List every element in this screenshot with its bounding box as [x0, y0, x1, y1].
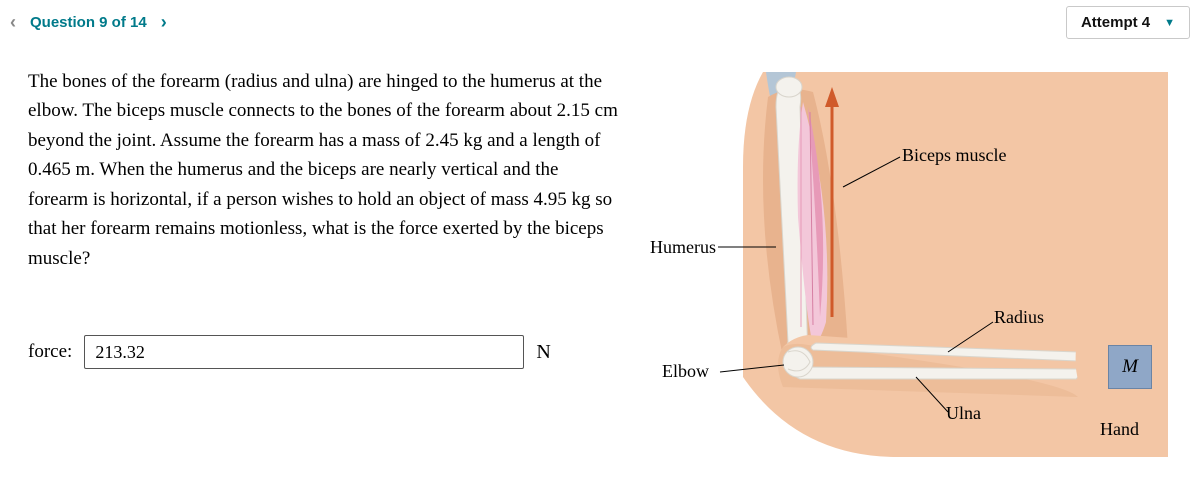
label-radius: Radius: [994, 307, 1044, 328]
attempt-label: Attempt 4: [1081, 14, 1150, 31]
mass-label: M: [1122, 356, 1138, 378]
arm-svg: [648, 67, 1168, 487]
arm-diagram: Humerus Elbow Biceps muscle Radius Ulna …: [648, 67, 1182, 492]
ulna-bone: [794, 367, 1079, 379]
force-label: force:: [28, 341, 72, 363]
next-question-chevron[interactable]: ›: [155, 8, 173, 37]
label-ulna: Ulna: [946, 403, 981, 424]
question-counter[interactable]: Question 9 of 14: [30, 14, 147, 31]
label-humerus: Humerus: [650, 237, 716, 258]
force-unit: N: [536, 341, 550, 364]
label-elbow: Elbow: [662, 361, 709, 382]
label-hand: Hand: [1100, 419, 1139, 440]
force-input[interactable]: [84, 335, 524, 369]
question-text: The bones of the forearm (radius and uln…: [28, 67, 618, 273]
humerus-head: [776, 77, 802, 97]
prev-question-chevron[interactable]: ‹: [4, 8, 22, 37]
label-biceps: Biceps muscle: [902, 145, 1006, 166]
attempt-dropdown[interactable]: Attempt 4 ▼: [1066, 6, 1190, 39]
mass-block: M: [1108, 345, 1152, 389]
chevron-down-icon: ▼: [1164, 17, 1175, 29]
